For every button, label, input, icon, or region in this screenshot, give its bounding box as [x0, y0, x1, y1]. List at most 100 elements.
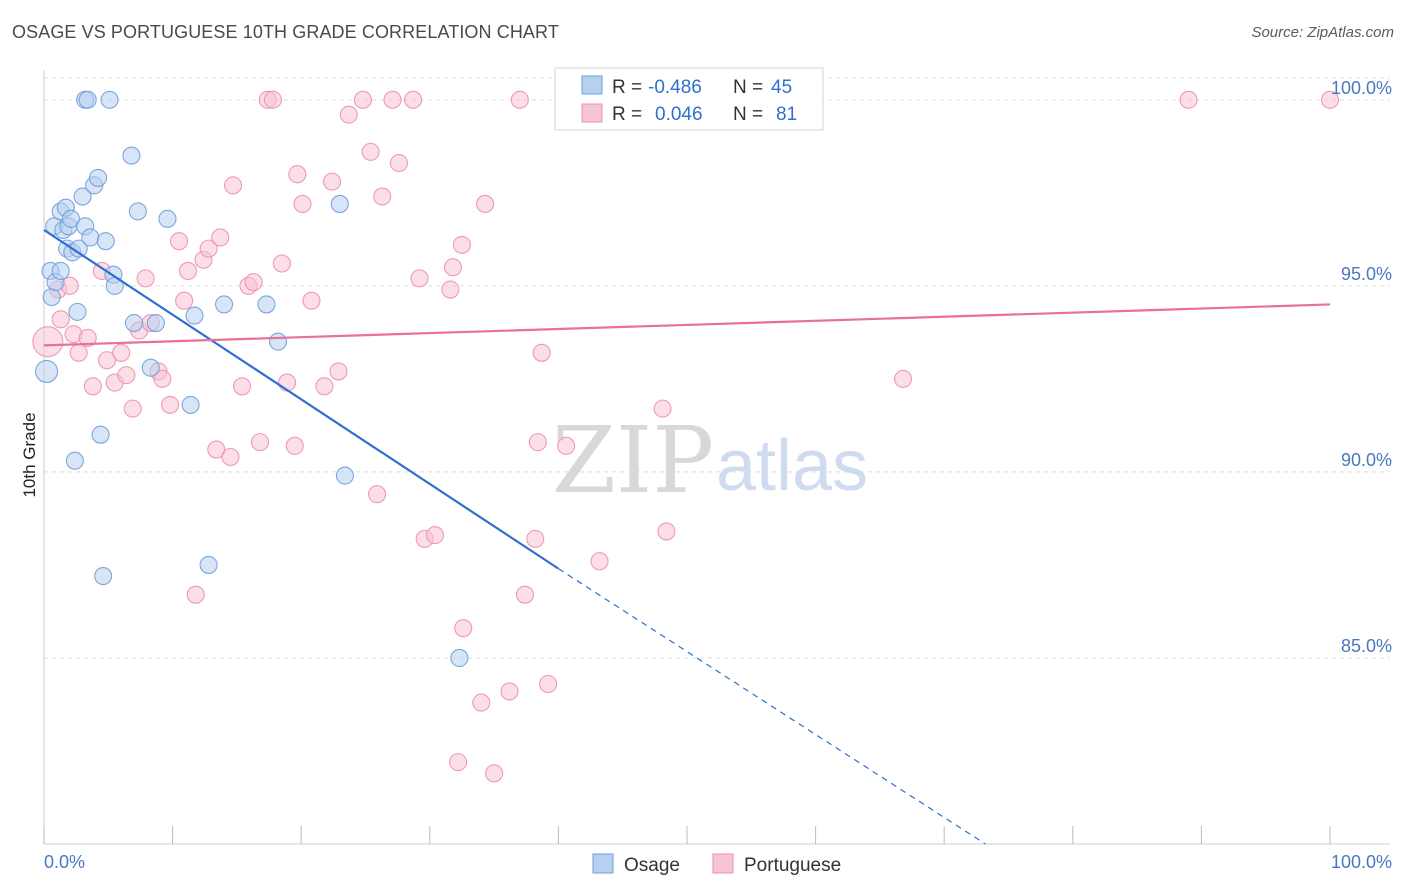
portuguese-point — [443, 258, 462, 277]
portuguese-point — [175, 291, 194, 310]
portuguese-point — [361, 142, 380, 161]
portuguese-point — [425, 526, 444, 545]
osage-point — [330, 194, 349, 214]
osage-point — [185, 306, 204, 325]
portuguese-point — [472, 693, 491, 712]
osage-n-value: 45 — [771, 77, 792, 98]
grid-lines — [44, 77, 1390, 659]
portuguese-point — [500, 682, 519, 701]
portuguese-point — [485, 764, 504, 783]
portuguese-point — [510, 90, 529, 109]
portuguese-point — [302, 291, 321, 310]
portuguese-point — [232, 377, 252, 396]
portuguese-trendline — [43, 303, 1331, 347]
osage-trendline-extension — [558, 568, 986, 845]
source-label: Source: ZipAtlas.com — [1251, 24, 1394, 41]
osage-point — [146, 313, 165, 333]
osage-point — [69, 239, 88, 258]
portuguese-point — [51, 310, 70, 329]
osage-trendline — [43, 229, 560, 570]
portuguese-point — [293, 194, 312, 214]
osage-point — [181, 395, 200, 414]
stats-legend: R = -0.486 N = 45 R = 0.046 N = 81 — [554, 67, 824, 131]
portuguese-point — [250, 433, 270, 452]
osage-point — [42, 287, 61, 307]
portuguese-point — [285, 436, 304, 455]
portuguese-point — [32, 326, 64, 358]
portuguese-point — [373, 187, 392, 206]
portuguese-point — [1179, 90, 1198, 109]
tick-labels: 85.0% 90.0% 95.0% 100.0% 0.0% 100.0% — [44, 78, 1392, 872]
portuguese-point — [315, 377, 334, 396]
portuguese-point — [329, 362, 348, 381]
osage-point — [61, 209, 81, 228]
osage-point — [100, 90, 119, 109]
portuguese-point — [653, 399, 672, 418]
portuguese-point — [199, 239, 218, 258]
y-tick-label: 95.0% — [1341, 264, 1392, 284]
portuguese-n-label: N = — [733, 104, 763, 125]
portuguese-swatch — [581, 103, 603, 123]
osage-point — [73, 187, 92, 206]
watermark: ZIP atlas — [552, 407, 868, 514]
osage-point — [257, 295, 276, 314]
portuguese-point — [526, 529, 545, 548]
portuguese-point — [476, 194, 495, 214]
y-tick-label: 100.0% — [1331, 78, 1392, 98]
osage-point — [335, 466, 354, 485]
osage-r-value: -0.486 — [648, 77, 702, 98]
portuguese-point — [893, 369, 913, 388]
portuguese-point — [452, 235, 472, 254]
portuguese-point — [211, 228, 230, 247]
series-legend: Osage Portuguese — [592, 853, 841, 876]
axes — [43, 70, 1390, 845]
y-axis-label: 10th Grade — [20, 412, 39, 497]
portuguese-point — [263, 90, 282, 109]
osage-point — [450, 648, 469, 667]
osage-point — [91, 425, 110, 444]
osage-point — [122, 146, 141, 165]
portuguese-r-label: R = — [612, 104, 642, 125]
osage-point — [141, 358, 160, 377]
chart-title: OSAGE VS PORTUGUESE 10TH GRADE CORRELATI… — [12, 22, 559, 42]
portuguese-point — [207, 440, 226, 459]
legend-osage-swatch — [592, 853, 614, 874]
portuguese-point — [449, 753, 468, 772]
portuguese-point — [368, 485, 387, 504]
x-tick-label: 100.0% — [1331, 852, 1392, 872]
portuguese-n-value: 81 — [776, 104, 797, 125]
portuguese-point — [186, 585, 205, 604]
osage-point — [124, 313, 144, 333]
portuguese-point — [441, 280, 460, 299]
osage-r-label: R = — [612, 77, 642, 98]
osage-point — [158, 209, 177, 228]
osage-point — [94, 567, 113, 586]
osage-n-label: N = — [733, 77, 763, 98]
portuguese-point — [353, 90, 372, 109]
legend-portuguese-label: Portuguese — [744, 855, 841, 876]
osage-point — [65, 451, 84, 470]
watermark-zip: ZIP — [552, 407, 714, 514]
portuguese-point — [404, 90, 423, 109]
osage-point — [81, 228, 100, 247]
portuguese-point — [83, 377, 102, 396]
portuguese-point — [383, 90, 402, 109]
portuguese-point — [97, 351, 117, 370]
portuguese-point — [221, 447, 240, 467]
portuguese-point — [78, 328, 97, 347]
osage-point — [269, 332, 288, 351]
portuguese-point — [515, 585, 535, 604]
osage-point — [214, 295, 234, 314]
osage-point — [51, 261, 70, 280]
portuguese-point — [1320, 90, 1340, 109]
y-tick-label: 90.0% — [1341, 450, 1392, 470]
portuguese-point — [323, 172, 342, 191]
portuguese-point — [244, 273, 263, 292]
portuguese-point — [153, 369, 172, 388]
osage-swatch — [581, 75, 603, 95]
portuguese-point — [69, 343, 88, 362]
osage-point — [96, 232, 115, 251]
y-tick-label: 85.0% — [1341, 636, 1392, 656]
portuguese-point — [288, 165, 307, 184]
